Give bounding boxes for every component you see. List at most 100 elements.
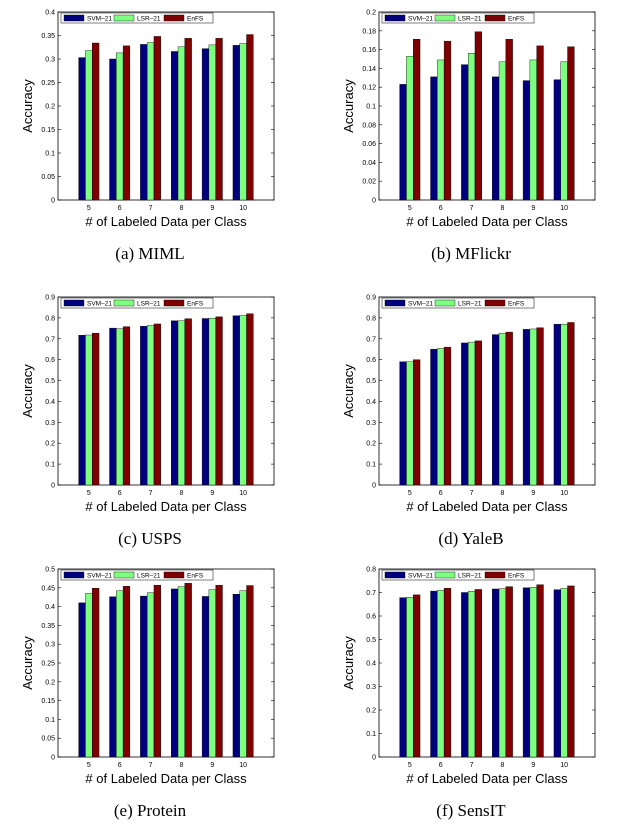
x-tick-label: 7 bbox=[149, 490, 153, 497]
bar-enfs bbox=[92, 332, 100, 486]
bar-lsr bbox=[467, 53, 476, 201]
chart-panel: 0 0.02 0.04 0.06 0.08 0.1 0.12 0.14 0.16 0.18 0.2 5… bbox=[321, 0, 621, 270]
x-tick-label: 6 bbox=[118, 762, 122, 769]
y-tick-label: 0.4 bbox=[45, 10, 55, 17]
x-tick-label: 10 bbox=[560, 490, 568, 497]
legend-swatch-svm bbox=[63, 299, 85, 307]
x-axis-label: # of Labeled Data per Class bbox=[85, 214, 247, 229]
bar-lsr bbox=[437, 589, 445, 758]
x-axis-label: # of Labeled Data per Class bbox=[85, 499, 247, 514]
x-tick-label: 8 bbox=[179, 762, 183, 769]
y-tick-label: 0.05 bbox=[41, 174, 55, 181]
chart-caption: (a) MIML bbox=[115, 244, 185, 263]
legend-swatch-lsr bbox=[434, 571, 456, 579]
y-tick-label: 0.15 bbox=[41, 698, 55, 705]
x-axis-label: # of Labeled Data per Class bbox=[406, 499, 568, 514]
y-tick-label: 0.6 bbox=[366, 357, 376, 364]
bar-enfs bbox=[474, 589, 482, 758]
bar-svm bbox=[78, 602, 86, 758]
x-tick-label: 8 bbox=[179, 205, 183, 212]
legend-swatch-svm bbox=[384, 571, 406, 579]
bar-enfs bbox=[413, 359, 421, 486]
y-tick-label: 0.6 bbox=[366, 614, 376, 621]
legend-label: SVM–21 bbox=[408, 301, 433, 308]
bar-enfs bbox=[443, 588, 452, 758]
y-tick-label: 0.8 bbox=[45, 315, 55, 322]
y-tick-label: 0.5 bbox=[366, 378, 376, 385]
bar-enfs bbox=[92, 587, 100, 758]
bar-svm bbox=[78, 335, 86, 486]
y-tick-label: 0.8 bbox=[366, 567, 376, 574]
x-tick-label: 5 bbox=[408, 205, 412, 212]
y-tick-label: 0.5 bbox=[45, 378, 55, 385]
y-tick-label: 0.2 bbox=[45, 104, 55, 111]
y-tick-label: 0.2 bbox=[366, 708, 376, 715]
bar-svm bbox=[430, 76, 438, 201]
x-axis-label: # of Labeled Data per Class bbox=[406, 771, 568, 786]
bar-chart: 0 0.1 0.2 0.3 0.4 0.5 0.6 0.7 0.8 0.9 5 6 7 8 9 10 SVM–2… bbox=[341, 295, 596, 514]
x-tick-label: 9 bbox=[531, 762, 535, 769]
x-tick-label: 5 bbox=[87, 205, 91, 212]
bar-enfs bbox=[413, 594, 421, 758]
chart-panel: 0 0.1 0.2 0.3 0.4 0.5 0.6 0.7 0.8 0.9 5 6 7 8 9 10 SVM–2… bbox=[0, 285, 300, 555]
y-tick-label: 0.1 bbox=[45, 717, 55, 724]
bar-chart: 0 0.05 0.1 0.15 0.2 0.25 0.3 0.35 0.4 0.45 0.5 5 6 7 8… bbox=[20, 567, 275, 786]
x-tick-label: 6 bbox=[439, 762, 443, 769]
legend-label: SVM–21 bbox=[87, 16, 112, 23]
bar-svm bbox=[171, 51, 179, 201]
chart-caption: (c) USPS bbox=[118, 529, 182, 548]
chart-caption: (f) SensIT bbox=[436, 801, 506, 820]
legend-label: LSR–21 bbox=[137, 16, 161, 23]
y-tick-label: 0.3 bbox=[45, 57, 55, 64]
bar-lsr bbox=[177, 46, 186, 201]
bar-enfs bbox=[246, 585, 254, 758]
x-tick-label: 8 bbox=[500, 762, 504, 769]
bar-svm bbox=[78, 57, 86, 201]
bar-svm bbox=[461, 592, 469, 758]
y-tick-label: 0.2 bbox=[45, 679, 55, 686]
bar-lsr bbox=[116, 328, 124, 486]
legend-label: EnFS bbox=[508, 301, 525, 308]
bar-lsr bbox=[560, 323, 568, 486]
bar-enfs bbox=[153, 584, 161, 758]
y-tick-label: 0.02 bbox=[362, 179, 376, 186]
bar-svm bbox=[109, 327, 117, 486]
x-axis-label: # of Labeled Data per Class bbox=[406, 214, 568, 229]
bar-enfs bbox=[413, 39, 421, 201]
bar-svm bbox=[522, 587, 531, 758]
bar-svm bbox=[201, 318, 210, 486]
y-tick-label: 0.4 bbox=[366, 661, 376, 668]
y-tick-label: 0.15 bbox=[41, 127, 55, 134]
bar-svm bbox=[461, 342, 469, 486]
bar-lsr bbox=[406, 597, 414, 758]
bar-svm bbox=[399, 597, 407, 758]
legend-label: LSR–21 bbox=[458, 301, 482, 308]
bar-svm bbox=[553, 323, 561, 486]
bar-enfs bbox=[215, 38, 223, 201]
bar-svm bbox=[201, 48, 210, 201]
y-tick-label: 0.3 bbox=[366, 420, 376, 427]
bar-svm bbox=[430, 590, 438, 758]
bar-svm bbox=[109, 596, 117, 758]
y-tick-label: 0.5 bbox=[45, 567, 55, 574]
chart-caption: (d) YaleB bbox=[438, 529, 504, 548]
bar-lsr bbox=[208, 44, 216, 201]
x-tick-label: 6 bbox=[439, 205, 443, 212]
bar-svm bbox=[232, 45, 240, 201]
x-tick-label: 9 bbox=[210, 205, 214, 212]
y-tick-label: 0.16 bbox=[362, 47, 376, 54]
legend-swatch-svm bbox=[384, 299, 406, 307]
x-tick-label: 9 bbox=[210, 762, 214, 769]
legend-swatch-lsr bbox=[434, 299, 456, 307]
x-tick-label: 8 bbox=[500, 490, 504, 497]
bar-enfs bbox=[443, 40, 452, 201]
bar-enfs bbox=[443, 346, 452, 486]
y-tick-label: 0.25 bbox=[41, 661, 55, 668]
y-tick-label: 0.7 bbox=[45, 336, 55, 343]
legend-label: EnFS bbox=[187, 301, 204, 308]
bar-enfs bbox=[505, 586, 513, 758]
bar-svm bbox=[399, 361, 407, 486]
y-axis-label: Accuracy bbox=[341, 364, 356, 418]
y-tick-label: 0.2 bbox=[45, 441, 55, 448]
x-tick-label: 8 bbox=[179, 490, 183, 497]
